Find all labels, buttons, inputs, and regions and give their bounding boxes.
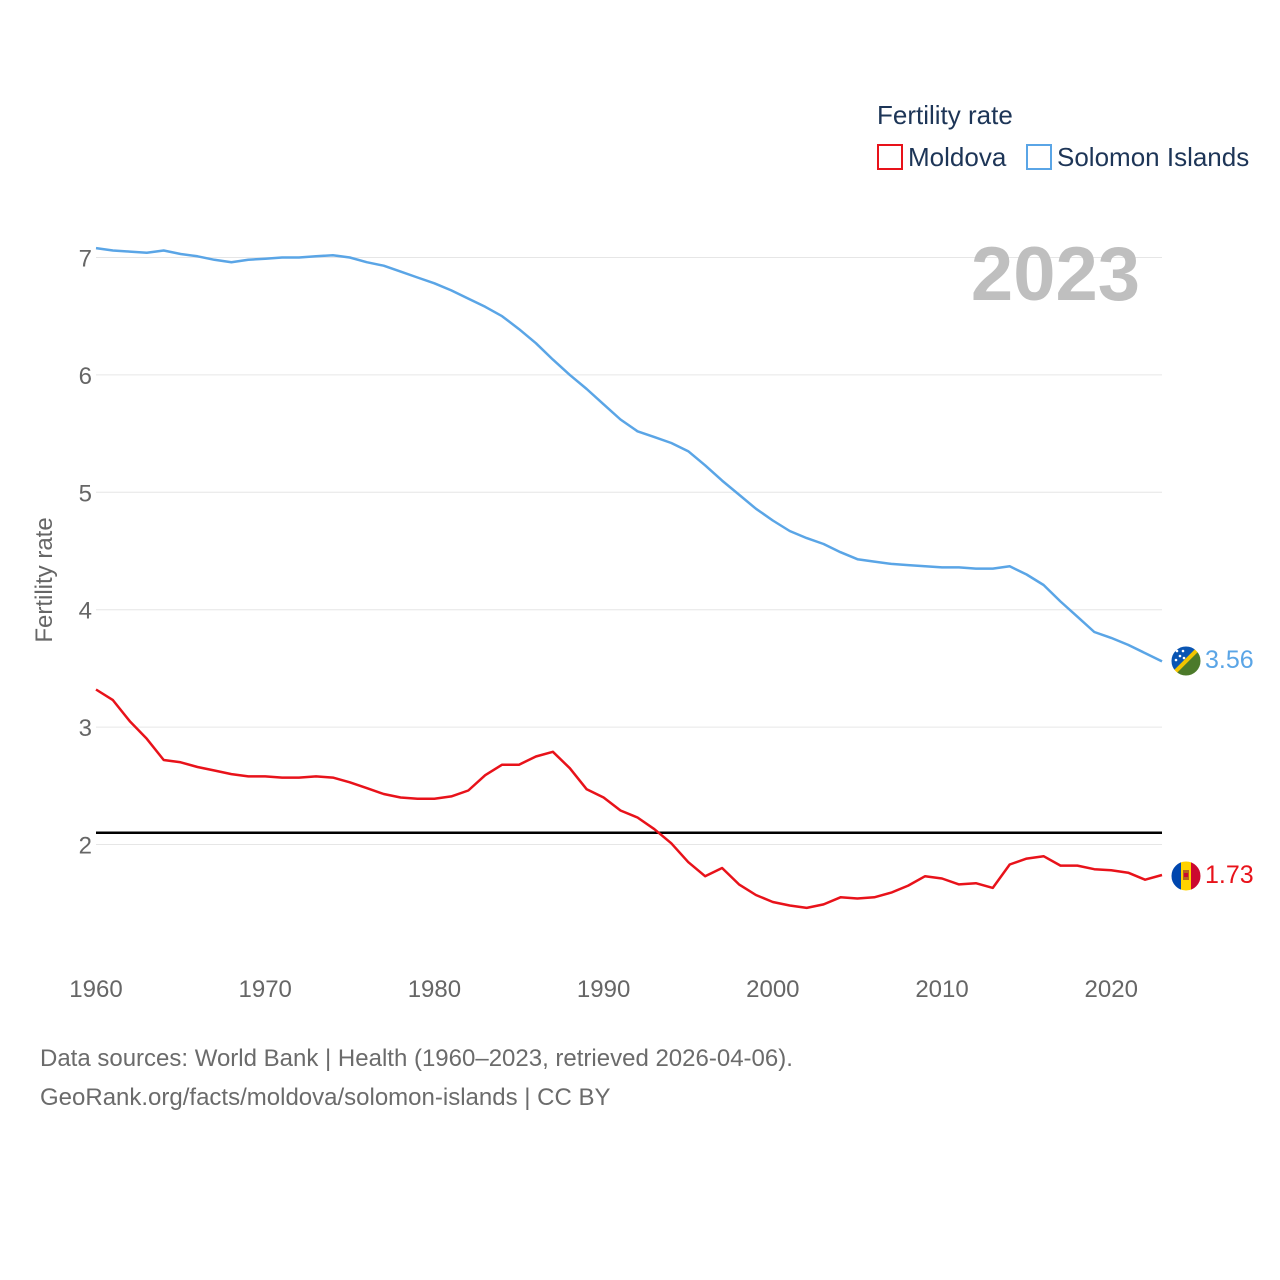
x-tick-label-2010: 2010 xyxy=(915,976,968,1003)
legend-item-moldova[interactable]: Moldova xyxy=(877,142,1007,172)
y-tick-label-5: 5 xyxy=(79,480,92,507)
end-value-solomon-islands: 3.56 xyxy=(1205,646,1254,674)
legend-swatch-solomon-islands xyxy=(1026,144,1052,170)
end-value-moldova: 1.73 xyxy=(1205,861,1254,889)
x-tick-label-2020: 2020 xyxy=(1085,976,1138,1003)
y-tick-label-3: 3 xyxy=(79,715,92,742)
y-axis-ticks: 2 3 4 5 6 7 xyxy=(79,246,92,860)
series-line-solomon-islands[interactable] xyxy=(95,246,1163,663)
legend-title: Fertility rate xyxy=(877,100,1013,130)
legend-label-moldova: Moldova xyxy=(908,142,1007,172)
solomon-islands-flag-border xyxy=(1170,645,1202,677)
x-tick-label-1960: 1960 xyxy=(69,976,122,1003)
y-tick-label-4: 4 xyxy=(79,598,92,625)
moldova-flag-border xyxy=(1170,860,1202,892)
footer-data-sources: Data sources: World Bank | Health (1960–… xyxy=(40,1045,793,1072)
x-tick-label-1990: 1990 xyxy=(577,976,630,1003)
legend: Fertility rate Moldova Solomon Islands xyxy=(877,100,1249,172)
x-axis-ticks: 1960 1970 1980 1990 2000 2010 2020 xyxy=(69,976,1138,1003)
solomon-islands-flag-icon xyxy=(1171,646,1201,676)
y-tick-label-6: 6 xyxy=(79,363,92,390)
legend-label-solomon-islands: Solomon Islands xyxy=(1057,142,1249,172)
legend-swatch-moldova xyxy=(877,144,903,170)
gridlines xyxy=(96,257,1162,845)
legend-item-solomon-islands[interactable]: Solomon Islands xyxy=(1026,142,1249,172)
year-label: 2023 xyxy=(971,232,1140,317)
x-tick-label-2000: 2000 xyxy=(746,976,799,1003)
x-tick-label-1970: 1970 xyxy=(239,976,292,1003)
fertility-rate-line-chart: 2 3 4 5 6 7 1960 1970 1980 1990 2000 2010 2020 Fert… xyxy=(31,100,1254,1003)
y-tick-label-7: 7 xyxy=(79,246,92,273)
moldova-flag-icon xyxy=(1171,861,1201,891)
series-lines xyxy=(95,246,1163,910)
x-tick-label-1980: 1980 xyxy=(408,976,461,1003)
y-axis-label: Fertility rate xyxy=(31,517,58,642)
footer-attribution[interactable]: GeoRank.org/facts/moldova/solomon-island… xyxy=(40,1084,611,1111)
y-tick-label-2: 2 xyxy=(79,833,92,860)
series-line-moldova[interactable] xyxy=(95,688,1163,910)
